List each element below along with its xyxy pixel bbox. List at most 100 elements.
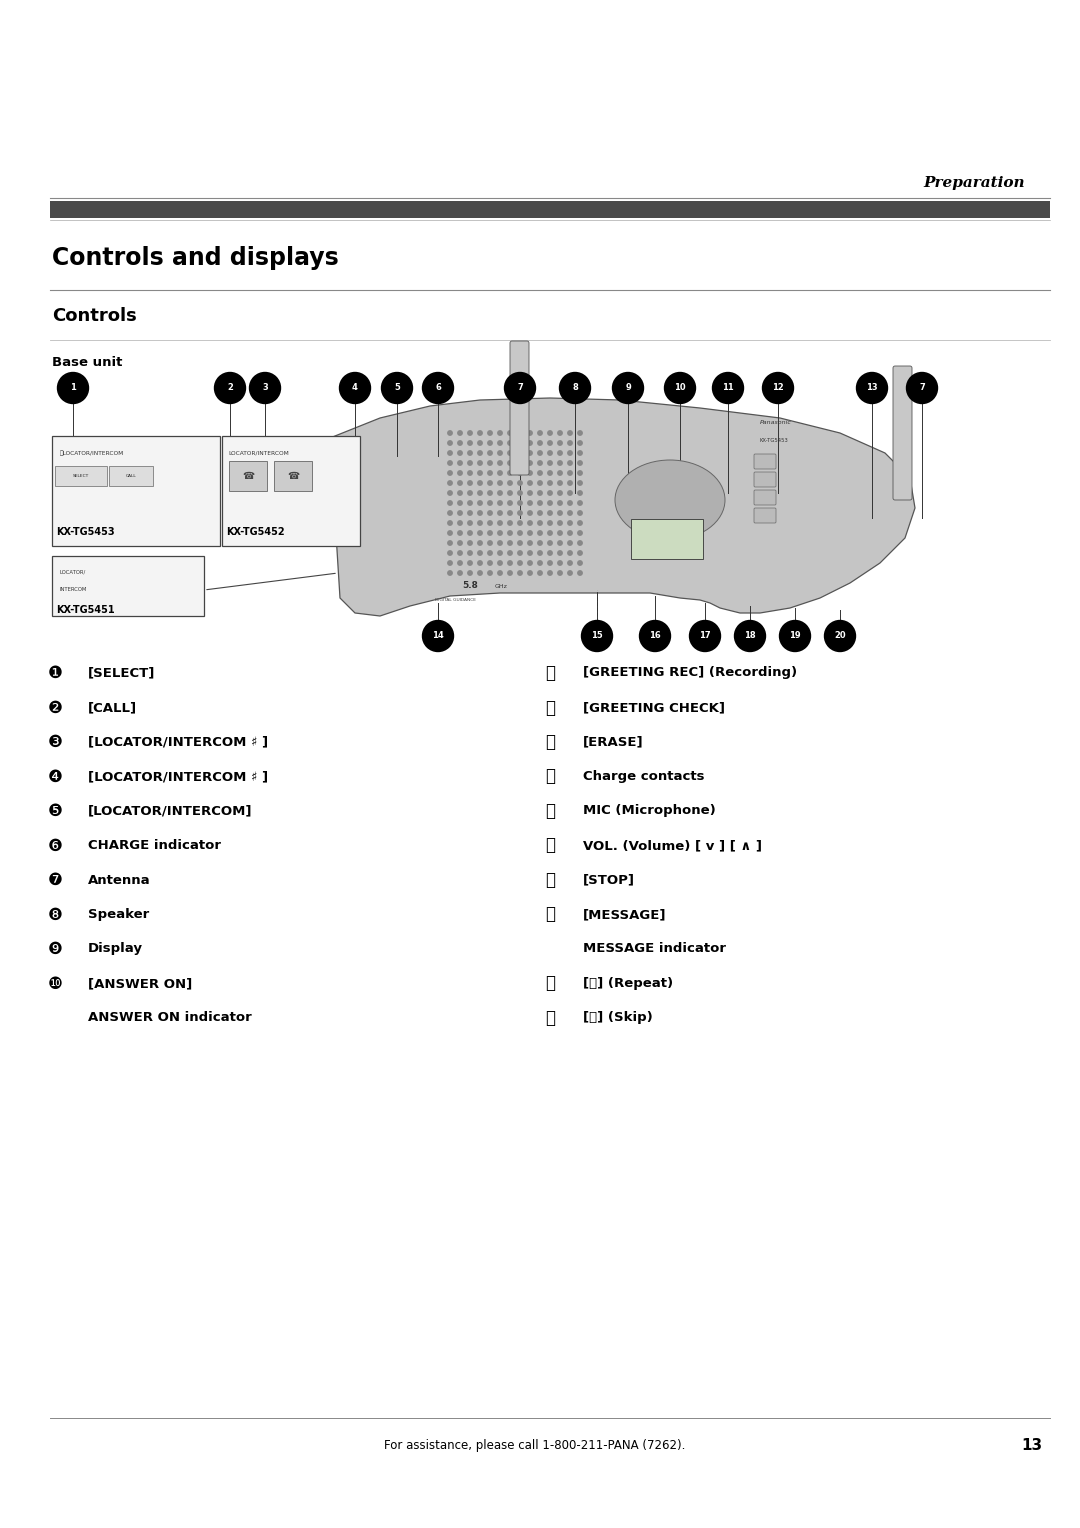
Text: ☎: ☎: [287, 471, 299, 481]
Circle shape: [528, 471, 532, 475]
Circle shape: [528, 431, 532, 435]
Circle shape: [488, 501, 492, 506]
Circle shape: [548, 530, 552, 535]
Circle shape: [557, 561, 563, 565]
Text: GHz: GHz: [495, 584, 508, 588]
Circle shape: [528, 571, 532, 575]
Circle shape: [517, 440, 523, 445]
Circle shape: [517, 510, 523, 515]
Text: INTERCOM: INTERCOM: [60, 587, 87, 593]
Circle shape: [517, 501, 523, 506]
Circle shape: [249, 373, 281, 403]
Circle shape: [498, 510, 502, 515]
Text: Display: Display: [87, 943, 143, 955]
Circle shape: [517, 571, 523, 575]
Circle shape: [578, 490, 582, 495]
Circle shape: [538, 541, 542, 545]
Circle shape: [578, 501, 582, 506]
FancyBboxPatch shape: [754, 490, 777, 504]
FancyBboxPatch shape: [274, 461, 312, 490]
Circle shape: [458, 510, 462, 515]
Circle shape: [664, 373, 696, 403]
Text: [STOP]: [STOP]: [583, 874, 635, 886]
FancyBboxPatch shape: [52, 556, 204, 616]
Circle shape: [578, 571, 582, 575]
Circle shape: [498, 530, 502, 535]
Circle shape: [448, 541, 453, 545]
Circle shape: [488, 530, 492, 535]
Text: Controls: Controls: [52, 307, 137, 325]
Circle shape: [458, 451, 462, 455]
Circle shape: [488, 510, 492, 515]
Circle shape: [477, 440, 482, 445]
Circle shape: [517, 471, 523, 475]
Text: ❼: ❼: [48, 871, 63, 889]
Circle shape: [468, 451, 472, 455]
Text: 20: 20: [834, 631, 846, 640]
Polygon shape: [330, 397, 915, 616]
Circle shape: [559, 373, 591, 403]
Circle shape: [422, 620, 454, 651]
Text: ❽: ❽: [48, 906, 63, 923]
Text: [LOCATOR/INTERCOM ♯ ]: [LOCATOR/INTERCOM ♯ ]: [87, 770, 268, 782]
Text: 19: 19: [789, 631, 800, 640]
Circle shape: [548, 481, 552, 486]
Circle shape: [734, 620, 766, 651]
Circle shape: [538, 501, 542, 506]
Circle shape: [557, 461, 563, 465]
Circle shape: [538, 510, 542, 515]
Text: 18: 18: [744, 631, 756, 640]
Circle shape: [468, 521, 472, 526]
Circle shape: [568, 490, 572, 495]
Circle shape: [568, 571, 572, 575]
Circle shape: [557, 431, 563, 435]
FancyBboxPatch shape: [754, 507, 777, 523]
Circle shape: [538, 521, 542, 526]
FancyBboxPatch shape: [109, 466, 153, 486]
Circle shape: [548, 461, 552, 465]
Circle shape: [448, 461, 453, 465]
Text: ⓱: ⓱: [545, 871, 555, 889]
Circle shape: [508, 481, 512, 486]
Circle shape: [468, 541, 472, 545]
Circle shape: [824, 620, 855, 651]
Circle shape: [498, 431, 502, 435]
Circle shape: [517, 550, 523, 555]
Circle shape: [578, 521, 582, 526]
Text: 4: 4: [352, 384, 357, 393]
Circle shape: [528, 490, 532, 495]
Circle shape: [557, 530, 563, 535]
Text: 13: 13: [866, 384, 878, 393]
Circle shape: [477, 510, 482, 515]
Circle shape: [557, 451, 563, 455]
Text: DIGITAL GUIDANCE: DIGITAL GUIDANCE: [435, 597, 476, 602]
Circle shape: [468, 461, 472, 465]
Text: Charge contacts: Charge contacts: [583, 770, 704, 782]
Circle shape: [568, 530, 572, 535]
Circle shape: [498, 541, 502, 545]
Circle shape: [508, 561, 512, 565]
Circle shape: [578, 451, 582, 455]
Text: ⓲: ⓲: [545, 906, 555, 923]
Circle shape: [578, 440, 582, 445]
Circle shape: [381, 373, 413, 403]
Circle shape: [468, 561, 472, 565]
Circle shape: [517, 530, 523, 535]
Text: [ANSWER ON]: [ANSWER ON]: [87, 976, 192, 990]
Circle shape: [488, 561, 492, 565]
Circle shape: [568, 481, 572, 486]
Circle shape: [477, 501, 482, 506]
Circle shape: [477, 521, 482, 526]
Circle shape: [458, 490, 462, 495]
Circle shape: [498, 451, 502, 455]
Circle shape: [488, 431, 492, 435]
Text: 3: 3: [262, 384, 268, 393]
Circle shape: [448, 440, 453, 445]
Circle shape: [538, 561, 542, 565]
Text: [GREETING CHECK]: [GREETING CHECK]: [583, 701, 725, 714]
Circle shape: [713, 373, 743, 403]
Circle shape: [528, 541, 532, 545]
Circle shape: [477, 471, 482, 475]
Text: KX-TG5451: KX-TG5451: [56, 605, 114, 614]
Circle shape: [458, 501, 462, 506]
